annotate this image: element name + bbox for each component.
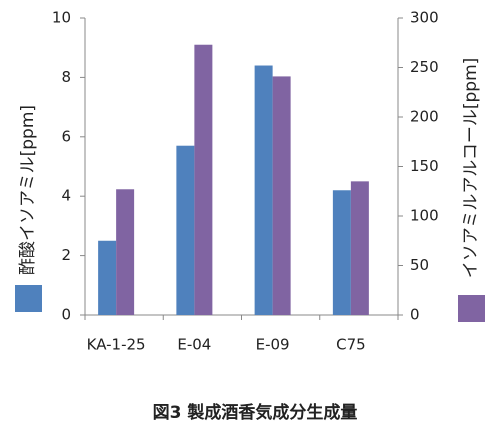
- y-tick-label: 6: [61, 127, 71, 145]
- x-tick-label: E-09: [256, 336, 290, 354]
- y-tick-label: 8: [61, 68, 71, 86]
- chart-caption: 図3 製成酒香気成分生成量: [153, 402, 358, 423]
- bar: [194, 44, 213, 315]
- y2-tick-label: 50: [410, 256, 429, 274]
- x-tick-label: E-04: [177, 336, 211, 354]
- y2-tick-label: 250: [410, 58, 439, 76]
- y-tick-label: 2: [61, 246, 71, 264]
- bar: [332, 190, 351, 315]
- y2-tick-label: 150: [410, 157, 439, 175]
- x-tick-label: KA-1-25: [87, 336, 146, 354]
- bar: [176, 145, 195, 315]
- y2-axis-title: イソアミルアルコール[ppm]: [461, 58, 481, 279]
- y-tick-label: 10: [52, 9, 71, 27]
- x-tick-label: C75: [336, 336, 366, 354]
- y2-tick-label: 0: [410, 306, 420, 324]
- bar: [116, 189, 135, 315]
- y-axis-title: 酢酸イソアミル[ppm]: [18, 105, 38, 275]
- y2-tick-label: 100: [410, 207, 439, 225]
- y-tick-label: 0: [61, 306, 71, 324]
- bar: [98, 240, 117, 315]
- y2-tick-label: 300: [410, 9, 439, 27]
- y2-tick-label: 200: [410, 108, 439, 126]
- legend-swatch: [458, 295, 485, 322]
- legend-swatch: [15, 285, 42, 312]
- y-tick-label: 4: [61, 187, 71, 205]
- bar: [272, 76, 291, 315]
- bar: [350, 181, 369, 315]
- bar: [254, 65, 273, 316]
